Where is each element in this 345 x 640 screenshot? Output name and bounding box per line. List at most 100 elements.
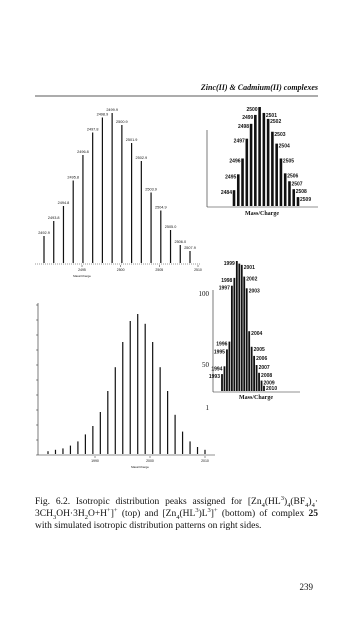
peak [92, 426, 94, 454]
x-axis-label: Mass/Charge [131, 465, 149, 469]
caption-text: (BF [290, 497, 306, 507]
y-tick-label: 50 [202, 361, 210, 369]
peak [262, 112, 266, 206]
x-tick-label: 2500 [117, 268, 125, 272]
peak-label: 2493.8 [48, 216, 60, 220]
peak-label: 2506.0 [174, 240, 186, 244]
peak-label: 2001 [244, 265, 255, 271]
peak [204, 449, 206, 454]
x-tick-label: 1990 [91, 459, 99, 463]
x-tick-label: 2000 [146, 459, 154, 463]
peak [137, 314, 139, 454]
peak [92, 132, 94, 263]
peak [240, 264, 243, 391]
peak-label: 2501 [266, 113, 277, 119]
peak [245, 288, 248, 391]
peak [255, 365, 258, 391]
peak [99, 412, 101, 454]
x-axis-label: Mass/Charge [239, 395, 273, 401]
peak [82, 155, 84, 263]
peak [230, 285, 233, 391]
caption-text: (top) and [Zn [117, 509, 177, 519]
caption-text: ] [210, 509, 214, 519]
peak [54, 449, 57, 454]
peak [72, 180, 74, 263]
peak [248, 331, 251, 391]
peak-label: 1999 [224, 261, 235, 267]
peak [84, 434, 86, 454]
caption-text: + [107, 506, 111, 514]
peak-label: 2497 [234, 139, 245, 145]
caption-text: 4 [287, 501, 291, 509]
peak-label: 2010 [266, 386, 277, 392]
peak [140, 161, 142, 263]
peak-label: 2500 [246, 107, 257, 113]
peak-label: 2492.9 [38, 231, 50, 235]
peak-label: 2507.9 [184, 246, 196, 250]
peak-label: 1997 [219, 286, 230, 292]
peak [223, 366, 226, 391]
peak-label: 2502.9 [136, 156, 148, 160]
peak [245, 138, 249, 206]
peak-label: 1998 [221, 278, 232, 284]
peak [292, 189, 296, 206]
caption-text: with simulated isotropic distribution pa… [35, 521, 262, 531]
peak [226, 349, 228, 391]
peak [152, 342, 154, 454]
peak [283, 173, 287, 206]
peak-label: 2503 [274, 132, 285, 138]
peak-label: 2495.8 [67, 176, 79, 180]
x-axis-label: Mass/Charge [73, 274, 91, 278]
caption-text: + [113, 506, 118, 514]
peak [243, 276, 246, 391]
caption-text: 2 [84, 513, 88, 521]
peak [114, 367, 116, 454]
peak [53, 221, 55, 263]
peak [167, 391, 169, 454]
peak-label: 2495 [225, 174, 236, 180]
peak-label: 2502 [270, 119, 281, 125]
peak [238, 263, 241, 391]
peak [232, 190, 236, 206]
peak-label: 2004 [251, 331, 262, 337]
peak [122, 342, 124, 454]
peak [43, 236, 45, 263]
peak [254, 114, 257, 206]
peak [69, 445, 72, 454]
caption-text: 25 [308, 509, 319, 519]
peak-label: 2497.8 [87, 128, 99, 132]
peak [235, 261, 238, 391]
peak-label: 2003 [249, 288, 260, 294]
peak [62, 448, 64, 454]
peak [288, 181, 291, 206]
caption-text: ) [283, 497, 288, 507]
peak-label: 2499 [242, 115, 253, 121]
caption-text: (HL [264, 497, 281, 507]
caption-text: 3 [52, 513, 57, 521]
caption-text: 3 [207, 506, 211, 514]
peak [62, 206, 65, 263]
figure-caption: Fig. 6.2. Isotropic distribution peaks a… [35, 494, 319, 532]
peak [131, 143, 133, 263]
peak-label: 2496 [229, 158, 240, 164]
peak-label: 2007 [259, 365, 270, 371]
peak [296, 197, 300, 206]
peak-label: 2002 [246, 277, 257, 283]
page-number: 239 [300, 582, 314, 592]
peak [253, 355, 256, 391]
peak-label: 2504 [279, 144, 290, 150]
peak [271, 131, 274, 206]
peak-label: 2006 [256, 356, 267, 362]
peak [260, 380, 263, 391]
peak [121, 125, 123, 263]
peak-label: 2009 [264, 381, 275, 387]
peak-label: 2484 [221, 190, 232, 196]
x-tick-label: 2510 [194, 268, 202, 272]
caption-text: )L [198, 509, 208, 519]
caption-text: 3 [280, 494, 284, 502]
x-tick-label: 2010 [201, 459, 209, 463]
peak [228, 341, 231, 391]
x-axis-label: Mass/Charge [245, 211, 279, 217]
x-tick-label: 2495 [78, 268, 86, 272]
